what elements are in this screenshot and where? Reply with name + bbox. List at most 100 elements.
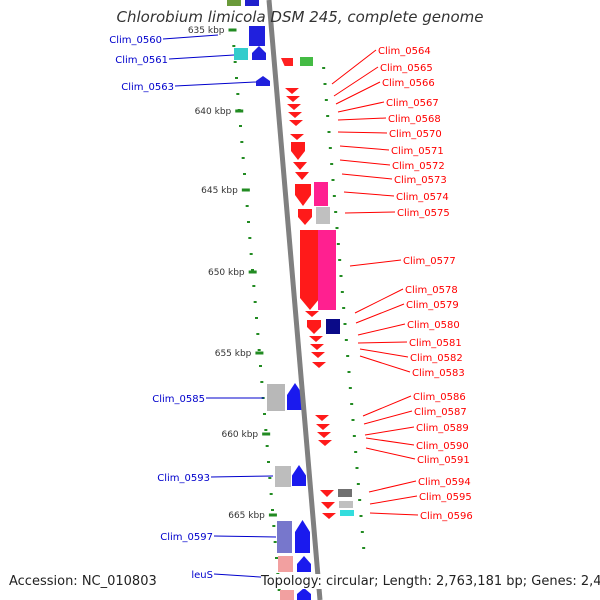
gene-label-leader [174, 81, 257, 87]
gene-label-right: Clim_0589 [416, 423, 469, 434]
gene-label-leader [363, 410, 413, 425]
right-track-dot [322, 67, 326, 69]
gene-label-left: Clim_0560 [109, 35, 162, 46]
gene-label-right: Clim_0570 [389, 129, 442, 140]
gene-feature-right [288, 112, 302, 118]
kbp-tick-mark [241, 188, 250, 192]
right-track-dot [324, 99, 328, 101]
tick-dots-layer [228, 28, 366, 591]
kbp-tick-mark [248, 270, 257, 274]
gene-label-leader [344, 211, 396, 214]
gene-feature-left [256, 76, 270, 86]
gene-label-right: Clim_0564 [378, 46, 431, 57]
right-track-dot [359, 515, 363, 517]
gene-feature-right [318, 230, 336, 310]
gene-label-leader [355, 303, 405, 324]
kbp-tick-label: 655 kbp [215, 349, 252, 359]
gene-feature-left [292, 465, 306, 486]
gene-feature-left [277, 521, 292, 553]
right-track-dot [327, 131, 331, 133]
gene-label-right: Clim_0568 [388, 114, 441, 125]
gene-label-leader [349, 259, 402, 267]
right-track-dot [350, 403, 354, 405]
left-track-dot [263, 413, 266, 415]
right-track-dot [354, 451, 358, 453]
gene-feature-right [315, 415, 329, 421]
gene-feature-right [290, 134, 304, 140]
gene-label-leader [339, 145, 390, 151]
gene-feature-right [318, 440, 332, 446]
gene-label-leader [365, 437, 415, 446]
gene-label-leader [365, 447, 416, 460]
gene-label-right: Clim_0571 [391, 146, 444, 157]
accession-label: Accession: NC_010803 [9, 574, 157, 589]
gene-feature-left [252, 46, 266, 60]
right-track-dot [343, 323, 347, 325]
right-track-dot [348, 387, 352, 389]
gene-feature-right [300, 230, 320, 310]
gene-label-leader [162, 34, 219, 40]
gene-feature-left [234, 48, 248, 60]
gene-feature-right [312, 362, 326, 368]
gene-feature-right [316, 424, 330, 430]
gene-feature-right [310, 344, 324, 350]
left-track-dot [269, 493, 273, 495]
left-track-dot [249, 253, 253, 255]
kbp-tick-label: 650 kbp [208, 268, 245, 278]
right-track-dot [334, 211, 338, 213]
right-track-dot [360, 531, 364, 533]
right-track-dot [331, 179, 335, 181]
gene-label-right: Clim_0596 [420, 511, 473, 522]
left-track-dot [264, 429, 268, 431]
gene-feature-left [297, 588, 311, 600]
left-track-dot [253, 301, 257, 303]
left-track-dot [240, 141, 244, 143]
gene-label-left: Clim_0585 [152, 394, 205, 405]
right-track-dot [356, 483, 360, 485]
left-track-dot [243, 173, 246, 175]
gene-feature-right [314, 182, 328, 206]
gene-feature-left [227, 0, 241, 6]
left-track-dot [277, 589, 281, 591]
kbp-tick-label: 665 kbp [228, 511, 265, 521]
left-track-dot [247, 221, 250, 223]
genome-backbone [266, 0, 323, 600]
gene-label-right: Clim_0566 [382, 78, 435, 89]
kbp-tick-mark [228, 28, 237, 32]
gene-feature-left [295, 520, 310, 553]
left-track-dot [245, 205, 249, 207]
kbp-tick-mark [235, 109, 244, 113]
gene-label-leader [354, 288, 404, 314]
right-track-dot [352, 435, 356, 437]
gene-feature-right [317, 432, 331, 438]
kbp-tick-mark [255, 351, 264, 355]
gene-label-leader [369, 512, 419, 516]
gene-label-leader [337, 117, 387, 121]
gene-feature-right [322, 513, 336, 519]
gene-label-left: Clim_0597 [160, 532, 213, 543]
gene-feature-right [338, 489, 352, 497]
gene-label-right: Clim_0572 [392, 161, 445, 172]
gene-label-right: Clim_0565 [380, 63, 433, 74]
kbp-tick-label: 640 kbp [195, 107, 232, 117]
gene-label-leader [210, 475, 274, 478]
left-track-dot [255, 317, 258, 319]
left-track-dot [232, 45, 236, 47]
gene-label-leader [341, 173, 393, 180]
gene-feature-right [300, 57, 313, 66]
left-track-dot [272, 525, 276, 527]
right-track-dot [346, 355, 350, 357]
gene-feature-right [326, 319, 340, 334]
left-track-dot [236, 93, 240, 95]
right-track-dot [347, 371, 351, 373]
gene-label-leader [359, 355, 411, 373]
gene-features-layer [227, 0, 354, 600]
gene-label-right: Clim_0590 [416, 441, 469, 452]
kbp-tick-label: 660 kbp [221, 430, 258, 440]
gene-feature-right [286, 96, 300, 102]
left-track-dot [257, 349, 261, 351]
gene-label-leader [213, 535, 277, 538]
gene-feature-left [278, 556, 293, 572]
genome-stats-label: Topology: circular; Length: 2,763,181 bp… [261, 574, 600, 589]
gene-label-right: Clim_0586 [413, 392, 466, 403]
